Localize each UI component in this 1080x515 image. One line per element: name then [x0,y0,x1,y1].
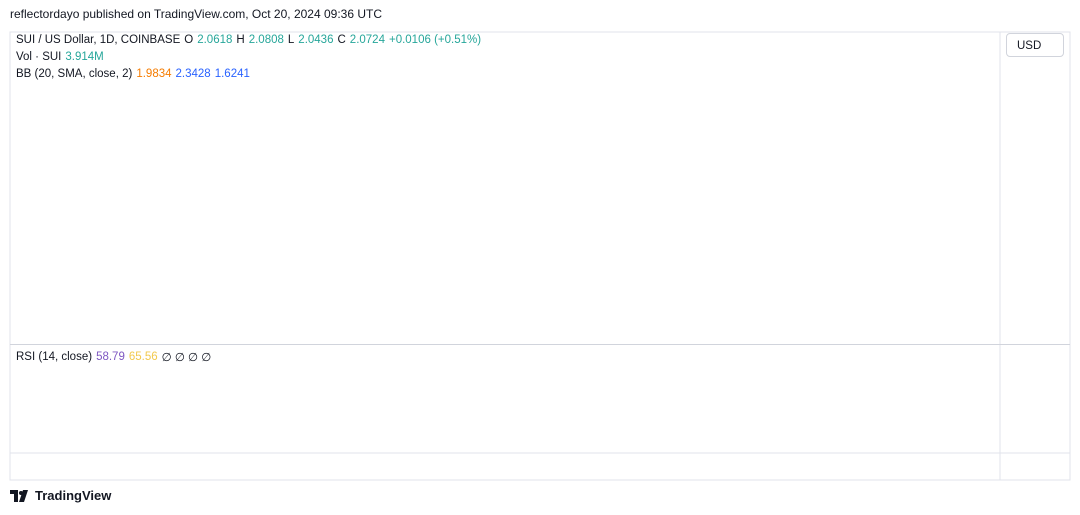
volume-value: 3.914M [65,51,104,63]
ohlc-key: H [236,34,245,46]
bb-lower-value: 1.6241 [214,68,250,80]
rsi-extra: ∅ ∅ ∅ ∅ [161,352,212,364]
brand-logo [10,489,28,502]
ohlc-value: 2.0724 [349,34,385,46]
ohlc-key: L [287,34,295,46]
ohlc-value: 2.0808 [248,34,284,46]
ohlc-key: C [337,34,346,46]
symbol-title: SUI / US Dollar, 1D, COINBASE [16,34,181,46]
change-value: +0.0106 (+0.51%) [388,34,482,46]
bb-upper-value: 2.3428 [175,68,211,80]
ohlc-value: 2.0436 [298,34,334,46]
chart-frame [9,31,1071,481]
rsi-title: RSI (14, close) [16,351,93,363]
brand-name: TradingView [35,488,112,503]
currency-button[interactable]: USD [1006,33,1064,57]
bb-legend: BB (20, SMA, close, 2) 1.9834 2.3428 1.6… [16,68,250,80]
volume-legend: Vol · SUI 3.914M [16,51,104,63]
bb-title: BB (20, SMA, close, 2) [16,68,133,80]
ohlc-value: 2.0618 [197,34,233,46]
volume-title: Vol · SUI [16,51,62,63]
bb-basis-value: 1.9834 [136,68,172,80]
rsi-value: 58.79 [96,351,125,363]
footer: TradingView [10,488,111,503]
attribution: reflectordayo published on TradingView.c… [10,7,382,21]
rsi-legend: RSI (14, close) 58.79 65.56 ∅ ∅ ∅ ∅ [16,350,211,364]
rsi-ma-value: 65.56 [128,351,158,363]
ohlc-key: O [184,34,194,46]
